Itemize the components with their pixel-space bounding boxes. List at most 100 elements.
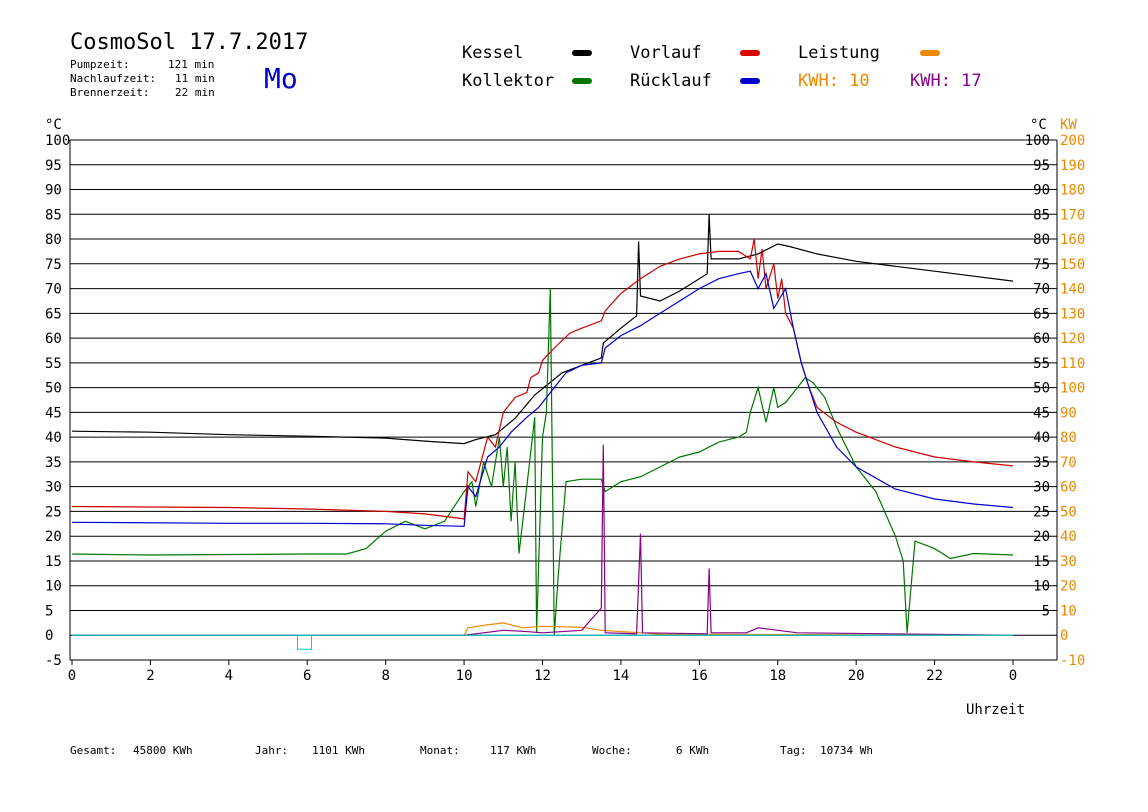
y-tick-label-left: 95 [45,158,62,174]
y-tick-label-right-c: 90 [1033,183,1050,199]
y-tick-label-left: 40 [45,430,62,446]
x-tick-label: 18 [769,668,786,684]
y-tick-label-right-c: 10 [1033,579,1050,595]
stat-value-nachlaufzeit: 11 min [175,72,215,85]
y-tick-label-right-c: 45 [1033,405,1050,421]
y-tick-label-right-kw: 80 [1060,430,1077,446]
footer-tag-value: 10734 Wh [820,744,873,757]
y-tick-label-left: 35 [45,455,62,471]
y-tick-label-right-c: 15 [1033,554,1050,570]
y-tick-label-right-kw: 110 [1060,356,1085,372]
y-tick-label-right-c: 40 [1033,430,1050,446]
series-line-vorlauf [71,238,1014,520]
x-tick-label: 22 [926,668,943,684]
y-tick-label-right-c: 95 [1033,158,1050,174]
x-tick-label: 10 [456,668,473,684]
y-tick-label-left: 20 [45,529,62,545]
footer-gesamt-label: Gesamt: [70,744,117,757]
y-tick-label-right-c: 60 [1033,331,1050,347]
y-tick-label-left: 15 [45,554,62,570]
footer-jahr-label: Jahr: [255,744,289,757]
legend-kessel: Kessel [462,43,524,63]
y-tick-label-right-kw: 170 [1060,207,1085,223]
y-tick-label-left: 75 [45,257,62,273]
y-tick-label-left: 25 [45,504,62,520]
y-tick-label-left: -5 [45,653,62,669]
y-tick-label-right-c: 100 [1025,133,1050,149]
footer-tag-label: Tag: [780,744,807,757]
y-tick-label-right-kw: 190 [1060,158,1085,174]
y-tick-label-right-kw: 150 [1060,257,1085,273]
legend-kwh2: KWH: 17 [910,71,982,91]
footer-gesamt-value: 45800 KWh [133,744,193,757]
legend-vorlauf: Vorlauf [630,43,702,63]
series-line-kollektor [71,288,1014,636]
legend-leistung: Leistung [798,43,880,63]
weekday-label: Mo [264,62,298,95]
stat-label-nachlaufzeit: Nachlaufzeit: [70,72,157,85]
series-line-kwh-17 [72,444,1014,636]
x-tick-label: 20 [848,668,865,684]
y-tick-label-left: 85 [45,207,62,223]
y-tick-label-right-c: 50 [1033,381,1050,397]
y-tick-label-right-kw: 180 [1060,183,1085,199]
stat-value-pumpzeit: 121 min [168,58,215,71]
footer-jahr-value: 1101 KWh [312,744,365,757]
y-tick-label-left: 50 [45,381,62,397]
legend-vorlauf-swatch [740,50,760,56]
y-tick-label-right-kw: 70 [1060,455,1077,471]
y-tick-label-left: 45 [45,405,62,421]
y-tick-label-left: 10 [45,579,62,595]
y-tick-label-right-c: 55 [1033,356,1050,372]
y-axis-unit-right-c: °C [1030,117,1047,133]
x-tick-label: 2 [146,668,154,684]
x-tick-label: 0 [1009,668,1017,684]
stat-label-brennerzeit: Brennerzeit: [70,86,150,99]
y-tick-label-right-c: 75 [1033,257,1050,273]
x-tick-label: 0 [68,668,76,684]
x-tick-label: 8 [381,668,389,684]
series-line-kessel [71,214,1014,445]
y-tick-label-right-kw: 140 [1060,282,1085,298]
y-tick-label-right-kw: 10 [1060,603,1077,619]
y-tick-label-right-c: 85 [1033,207,1050,223]
y-tick-label-right-c: 35 [1033,455,1050,471]
footer-woche-value: 6 KWh [676,744,710,757]
y-tick-label-right-kw: 40 [1060,529,1077,545]
footer-woche-label: Woche: [592,744,632,757]
legend-kwh1: KWH: 10 [798,71,870,91]
y-tick-label-left: 90 [45,183,62,199]
y-tick-label-right-c: 20 [1033,529,1050,545]
stat-label-pumpzeit: Pumpzeit: [70,58,130,71]
y-tick-label-left: 80 [45,232,62,248]
y-tick-label-right-c: 80 [1033,232,1050,248]
x-tick-label: 16 [691,668,708,684]
y-tick-label-right-kw: 30 [1060,554,1077,570]
y-tick-label-right-kw: 160 [1060,232,1085,248]
y-tick-label-right-kw: 20 [1060,579,1077,595]
footer-monat-label: Monat: [420,744,460,757]
x-axis-label: Uhrzeit [966,702,1025,718]
y-tick-label-left: 5 [45,603,53,619]
legend-ruecklauf: Rücklauf [630,71,712,91]
legend-kollektor-swatch [572,78,592,84]
y-tick-label-right-kw: 100 [1060,381,1085,397]
footer-monat-value: 117 KWh [490,744,537,757]
legend-leistung-swatch [920,50,940,56]
y-tick-label-right-c: 30 [1033,480,1050,496]
legend-kollektor: Kollektor [462,71,555,91]
y-tick-label-right-c: 70 [1033,282,1050,298]
y-tick-label-right-kw: 90 [1060,405,1077,421]
y-tick-label-left: 65 [45,306,62,322]
y-tick-label-left: 100 [45,133,70,149]
x-tick-label: 4 [225,668,233,684]
y-tick-label-left: 55 [45,356,62,372]
y-tick-label-left: 30 [45,480,62,496]
stat-value-brennerzeit: 22 min [175,86,215,99]
chart-title: CosmoSol 17.7.2017 [70,30,309,55]
y-tick-label-right-kw: -10 [1060,653,1085,669]
y-tick-label-right-c: 25 [1033,504,1050,520]
legend-ruecklauf-swatch [740,78,760,84]
baseline-marker [296,634,312,650]
